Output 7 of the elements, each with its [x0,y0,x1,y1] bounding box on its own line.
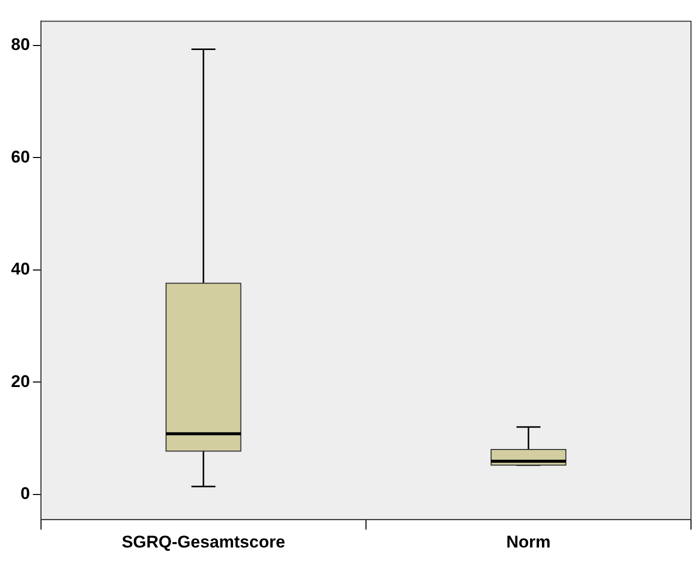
y-tick-label: 60 [10,147,30,166]
x-tick-label: SGRQ-Gesamtscore [122,532,286,552]
y-tick-label: 40 [10,260,30,279]
y-tick-label: 0 [20,484,30,504]
y-tick-label: 80 [10,35,30,54]
x-tick-label: Norm [506,532,551,552]
y-tick-label: 20 [10,372,30,391]
